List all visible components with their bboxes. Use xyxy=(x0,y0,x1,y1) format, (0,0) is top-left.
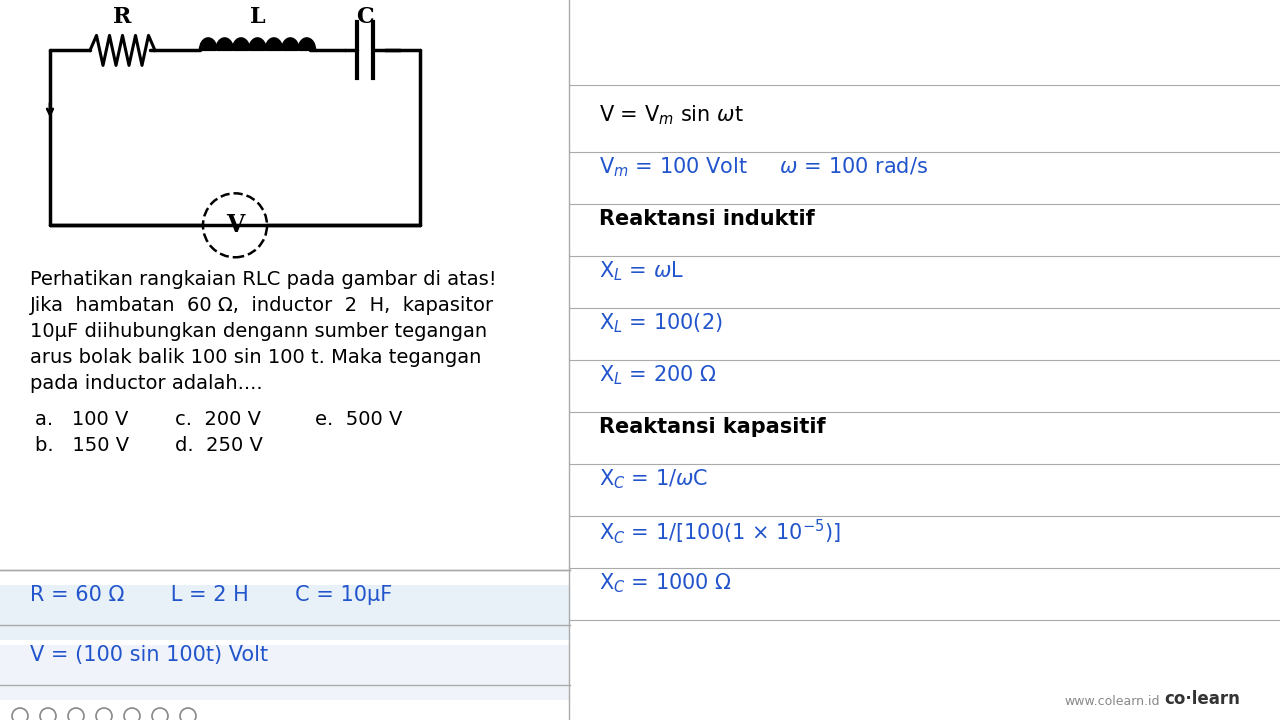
Text: c.  200 V: c. 200 V xyxy=(175,410,261,429)
Text: Jika  hambatan  60 Ω,  inductor  2  H,  kapasitor: Jika hambatan 60 Ω, inductor 2 H, kapasi… xyxy=(29,296,494,315)
Text: R: R xyxy=(114,6,132,28)
Polygon shape xyxy=(300,40,315,50)
Polygon shape xyxy=(233,40,248,50)
Text: V = (100 sin 100t) Volt: V = (100 sin 100t) Volt xyxy=(29,645,268,665)
Text: X$_C$ = 1/[100(1 $\times$ 10$^{-5}$)]: X$_C$ = 1/[100(1 $\times$ 10$^{-5}$)] xyxy=(599,517,841,546)
Text: a.   100 V: a. 100 V xyxy=(35,410,128,429)
Text: X$_L$ = $\omega$L: X$_L$ = $\omega$L xyxy=(599,259,684,283)
Text: co·learn: co·learn xyxy=(1164,690,1240,708)
Polygon shape xyxy=(216,40,233,50)
Text: V$_m$ = 100 Volt     $\omega$ = 100 rad/s: V$_m$ = 100 Volt $\omega$ = 100 rad/s xyxy=(599,156,928,179)
Text: X$_C$ = 1/$\omega$C: X$_C$ = 1/$\omega$C xyxy=(599,467,708,491)
Text: 10μF diihubungkan dengann sumber tegangan: 10μF diihubungkan dengann sumber teganga… xyxy=(29,323,488,341)
Text: b.   150 V: b. 150 V xyxy=(35,436,129,455)
Text: Perhatikan rangkaian RLC pada gambar di atas!: Perhatikan rangkaian RLC pada gambar di … xyxy=(29,270,497,289)
Text: arus bolak balik 100 sin 100 t. Maka tegangan: arus bolak balik 100 sin 100 t. Maka teg… xyxy=(29,348,481,367)
Text: L: L xyxy=(250,6,265,28)
Text: e.  500 V: e. 500 V xyxy=(315,410,402,429)
Text: Reaktansi kapasitif: Reaktansi kapasitif xyxy=(599,417,826,437)
Text: d.  250 V: d. 250 V xyxy=(175,436,262,455)
Text: V = V$_m$ sin $\omega$t: V = V$_m$ sin $\omega$t xyxy=(599,104,744,127)
Polygon shape xyxy=(283,40,298,50)
Polygon shape xyxy=(201,40,216,50)
Text: V: V xyxy=(225,213,244,238)
FancyBboxPatch shape xyxy=(0,645,570,700)
Text: X$_C$ = 1000 $\Omega$: X$_C$ = 1000 $\Omega$ xyxy=(599,571,732,595)
FancyBboxPatch shape xyxy=(0,585,570,640)
Text: R = 60 Ω       L = 2 H       C = 10μF: R = 60 Ω L = 2 H C = 10μF xyxy=(29,585,392,605)
Text: C: C xyxy=(356,6,374,28)
Polygon shape xyxy=(266,40,282,50)
Text: pada inductor adalah....: pada inductor adalah.... xyxy=(29,374,262,393)
Polygon shape xyxy=(250,40,265,50)
Text: Reaktansi induktif: Reaktansi induktif xyxy=(599,210,815,229)
Text: www.colearn.id: www.colearn.id xyxy=(1065,695,1160,708)
Text: X$_L$ = 200 $\Omega$: X$_L$ = 200 $\Omega$ xyxy=(599,364,717,387)
Text: X$_L$ = 100(2): X$_L$ = 100(2) xyxy=(599,312,723,335)
